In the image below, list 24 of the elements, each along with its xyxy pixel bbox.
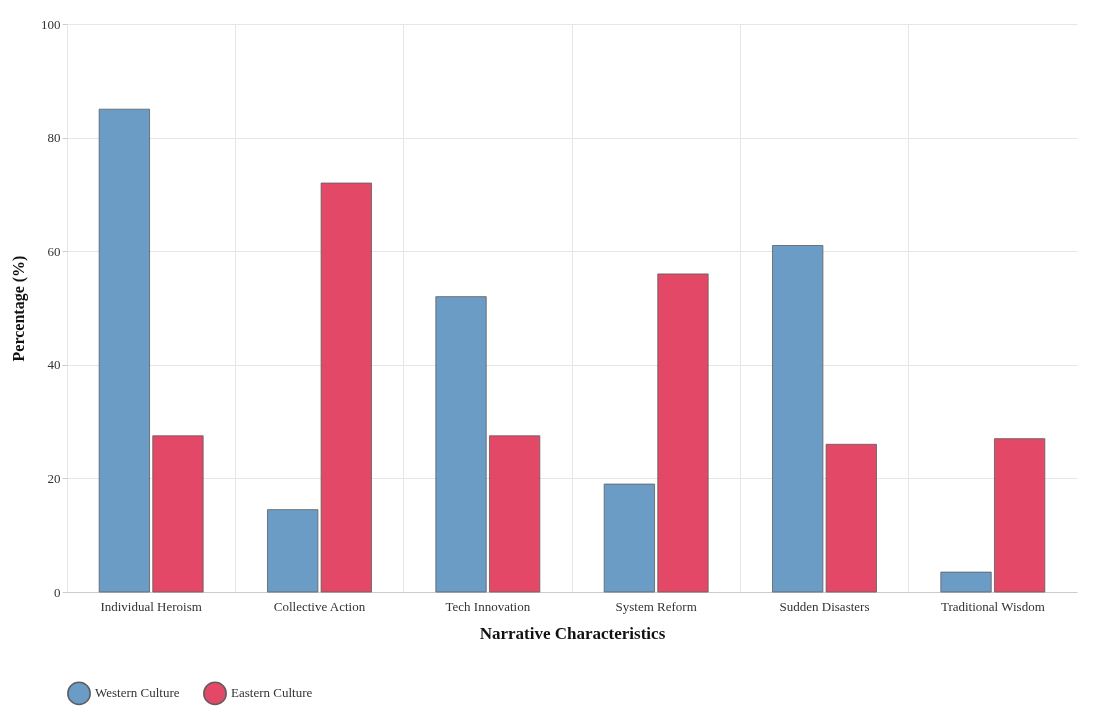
y-tick-label: 0 — [54, 584, 61, 600]
bar — [994, 438, 1046, 593]
y-tick-label: 80 — [47, 130, 61, 146]
y-tick-label: 40 — [47, 357, 61, 373]
x-tick-label: Collective Action — [273, 598, 366, 614]
bar — [940, 571, 992, 593]
y-axis-title: Percentage (%) — [10, 255, 28, 362]
x-tick-label: Traditional Wisdom — [940, 598, 1045, 614]
x-axis-title: Narrative Characteristics — [479, 623, 666, 643]
y-tick-label: 20 — [47, 470, 61, 486]
bar — [657, 273, 709, 593]
bar — [489, 435, 541, 593]
y-tick-label: 60 — [47, 243, 61, 259]
legend-label: Western Culture — [95, 685, 180, 701]
y-tick-label: 100 — [41, 16, 61, 32]
bar — [603, 483, 655, 593]
x-tick-label: Tech Innovation — [445, 598, 531, 614]
x-tick-label: System Reform — [615, 598, 697, 614]
x-tick-label: Sudden Disasters — [779, 598, 870, 614]
x-tick-label: Individual Heroism — [100, 598, 202, 614]
bar — [435, 296, 487, 593]
bar — [152, 435, 204, 593]
legend-label: Eastern Culture — [231, 685, 313, 701]
bar — [98, 108, 150, 593]
